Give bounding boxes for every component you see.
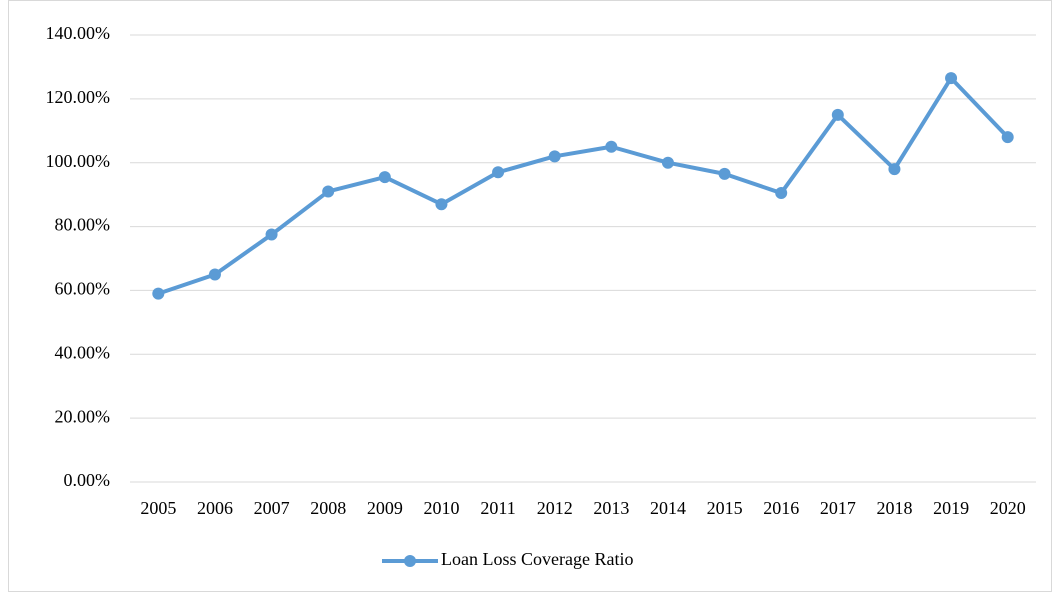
data-point	[888, 163, 901, 176]
x-tick-label: 2006	[197, 498, 233, 518]
y-tick-label: 100.00%	[46, 151, 111, 171]
y-tick-label: 40.00%	[55, 342, 111, 362]
x-tick-label: 2009	[367, 498, 403, 518]
data-point	[152, 287, 165, 300]
data-point	[265, 228, 278, 241]
data-point	[1001, 131, 1014, 144]
data-point	[605, 140, 618, 153]
x-tick-label: 2007	[254, 498, 290, 518]
x-tick-label: 2010	[423, 498, 459, 518]
x-tick-label: 2018	[876, 498, 912, 518]
x-tick-label: 2020	[990, 498, 1026, 518]
y-tick-label: 120.00%	[46, 87, 111, 107]
data-point	[548, 150, 561, 163]
y-tick-label: 60.00%	[55, 279, 111, 299]
data-point	[435, 198, 448, 211]
x-tick-label: 2005	[140, 498, 176, 518]
data-point	[718, 167, 731, 180]
data-point	[661, 156, 674, 169]
x-tick-label: 2011	[480, 498, 515, 518]
legend-label: Loan Loss Coverage Ratio	[441, 549, 633, 569]
x-tick-label: 2015	[707, 498, 743, 518]
y-tick-label: 20.00%	[55, 406, 111, 426]
x-tick-label: 2014	[650, 498, 686, 518]
y-tick-label: 80.00%	[55, 215, 111, 235]
data-point	[322, 185, 335, 198]
data-point	[945, 72, 958, 85]
data-point	[378, 171, 391, 184]
x-tick-label: 2012	[537, 498, 573, 518]
data-point	[775, 187, 788, 200]
x-tick-label: 2016	[763, 498, 799, 518]
legend-marker	[404, 555, 416, 567]
y-tick-label: 140.00%	[46, 23, 111, 43]
y-tick-label: 0.00%	[64, 470, 111, 490]
data-point	[492, 166, 505, 179]
x-tick-label: 2008	[310, 498, 346, 518]
data-point	[831, 108, 844, 121]
x-tick-label: 2013	[593, 498, 629, 518]
data-point	[208, 268, 221, 281]
series-line	[157, 76, 1010, 296]
x-tick-label: 2019	[933, 498, 969, 518]
x-tick-label: 2017	[820, 498, 856, 518]
